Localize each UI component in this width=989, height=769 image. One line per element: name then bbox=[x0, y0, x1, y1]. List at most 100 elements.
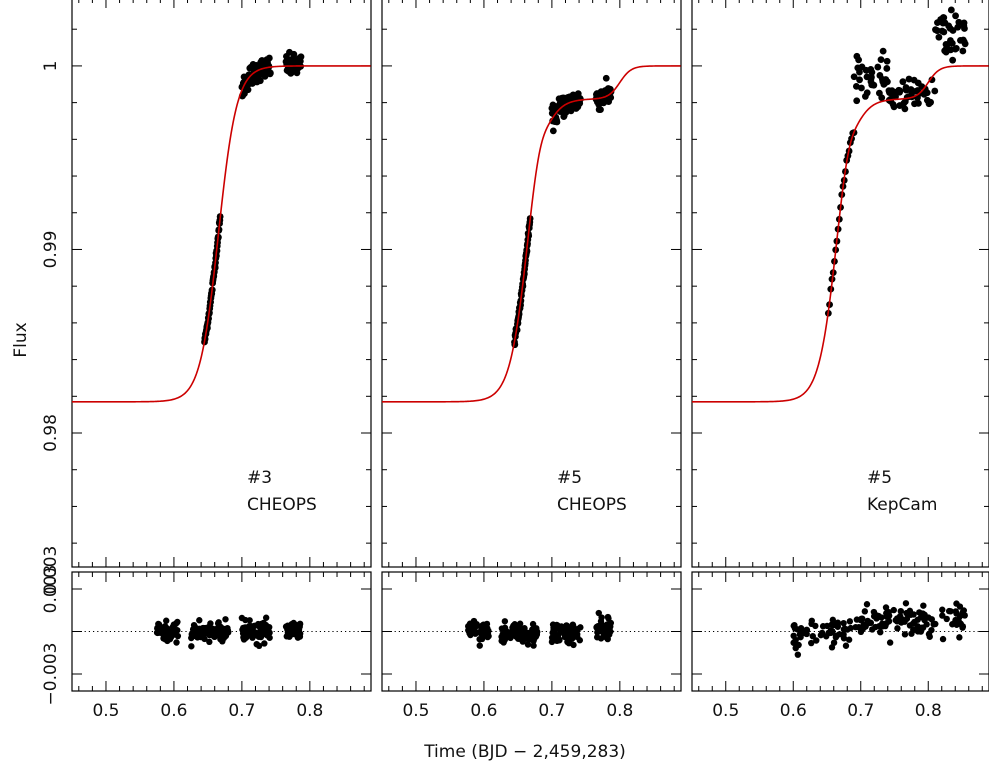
flux-point bbox=[939, 14, 947, 21]
y-tick-label: 1 bbox=[41, 60, 61, 71]
residual-point bbox=[803, 626, 810, 633]
flux-point bbox=[883, 65, 891, 72]
residual-point bbox=[550, 626, 557, 634]
residual-point bbox=[914, 628, 922, 635]
y-tick-label: 0.98 bbox=[41, 414, 61, 452]
residual-point bbox=[199, 624, 207, 632]
flux-point bbox=[892, 93, 899, 101]
residual-point bbox=[244, 626, 251, 634]
flux-point bbox=[261, 72, 269, 80]
flux-data bbox=[692, 6, 989, 403]
residual-point bbox=[473, 620, 480, 628]
residual-point bbox=[953, 600, 960, 607]
residual-point bbox=[166, 635, 174, 643]
residual-point bbox=[795, 641, 802, 649]
residual-point bbox=[842, 642, 850, 649]
flux-point bbox=[954, 23, 962, 31]
flux-point bbox=[957, 36, 964, 44]
x-tick-label: 0.8 bbox=[915, 701, 942, 721]
flux-point bbox=[941, 47, 949, 55]
residual-point bbox=[877, 628, 884, 636]
residual-point bbox=[812, 622, 819, 630]
residual-point bbox=[154, 629, 161, 637]
flux-point bbox=[907, 86, 915, 93]
x-tick-label: 0.8 bbox=[606, 701, 633, 721]
flux-point bbox=[290, 50, 298, 58]
residual-point bbox=[605, 615, 612, 622]
residual-point bbox=[823, 633, 830, 640]
residual-point bbox=[860, 624, 867, 632]
residual-point bbox=[222, 616, 229, 623]
residual-point bbox=[790, 632, 797, 640]
residual-point bbox=[577, 624, 584, 631]
residual-point bbox=[939, 606, 946, 613]
residual-point bbox=[794, 651, 802, 658]
flux-point bbox=[952, 12, 959, 20]
residual-point bbox=[161, 633, 169, 641]
residual-point bbox=[903, 615, 911, 622]
flux-point bbox=[607, 88, 615, 96]
residual-point bbox=[561, 631, 568, 638]
residual-point bbox=[906, 622, 914, 629]
panel-1: 0.5 0.6 0.7 0.8 #3 CHEOPS bbox=[71, 0, 372, 721]
residual-point bbox=[209, 625, 217, 633]
residual-point bbox=[171, 631, 178, 638]
residual-point bbox=[566, 636, 573, 643]
residual-data bbox=[790, 600, 968, 658]
residual-point bbox=[254, 630, 261, 638]
flux-point bbox=[861, 93, 869, 100]
residual-point bbox=[484, 630, 492, 637]
residual-point bbox=[529, 620, 537, 628]
flux-point bbox=[901, 105, 909, 113]
residual-point bbox=[238, 614, 246, 622]
residual-point bbox=[246, 617, 253, 624]
flux-point bbox=[931, 87, 939, 95]
flux-point bbox=[959, 47, 967, 55]
residual-point bbox=[817, 631, 825, 639]
residual-point bbox=[161, 622, 169, 630]
panel-number-label: #5 bbox=[557, 468, 582, 488]
residual-point bbox=[847, 624, 854, 632]
residual-data bbox=[153, 614, 304, 650]
flux-point bbox=[952, 44, 960, 52]
residual-point bbox=[882, 604, 890, 611]
residual-point bbox=[872, 623, 879, 631]
residual-point bbox=[845, 636, 853, 643]
residual-point bbox=[828, 644, 836, 651]
flux-data bbox=[382, 65, 681, 403]
residual-point bbox=[569, 621, 577, 628]
flux-point bbox=[961, 40, 969, 48]
residual-point bbox=[952, 618, 959, 625]
flux-frame bbox=[71, 0, 372, 568]
residual-point bbox=[484, 625, 491, 632]
flux-point bbox=[887, 97, 895, 105]
residual-point bbox=[240, 634, 247, 641]
residual-point bbox=[262, 614, 270, 621]
model-curve bbox=[692, 65, 989, 403]
flux-point bbox=[549, 127, 557, 135]
residual-point bbox=[832, 634, 840, 641]
flux-point bbox=[901, 98, 909, 106]
residual-point bbox=[796, 631, 804, 638]
residual-point bbox=[214, 620, 222, 627]
residual-point bbox=[294, 634, 302, 641]
residual-point bbox=[607, 628, 614, 635]
residual-point bbox=[902, 600, 910, 607]
residual-point bbox=[287, 630, 295, 637]
residual-point bbox=[861, 608, 869, 615]
x-axis-label: Time (BJD − 2,459,283) bbox=[423, 742, 626, 762]
residual-point bbox=[476, 642, 483, 649]
flux-data bbox=[72, 48, 371, 403]
residual-point bbox=[466, 620, 474, 627]
residual-point bbox=[879, 620, 886, 627]
residual-point bbox=[521, 630, 529, 638]
x-tick-label: 0.7 bbox=[538, 701, 565, 721]
residual-point bbox=[886, 639, 894, 646]
flux-point bbox=[896, 102, 904, 109]
residual-point bbox=[829, 628, 836, 635]
flux-point bbox=[265, 54, 273, 62]
residual-point bbox=[501, 627, 509, 635]
residual-point bbox=[897, 607, 905, 615]
residual-point bbox=[251, 622, 258, 630]
x-tick-label: 0.5 bbox=[712, 701, 739, 721]
